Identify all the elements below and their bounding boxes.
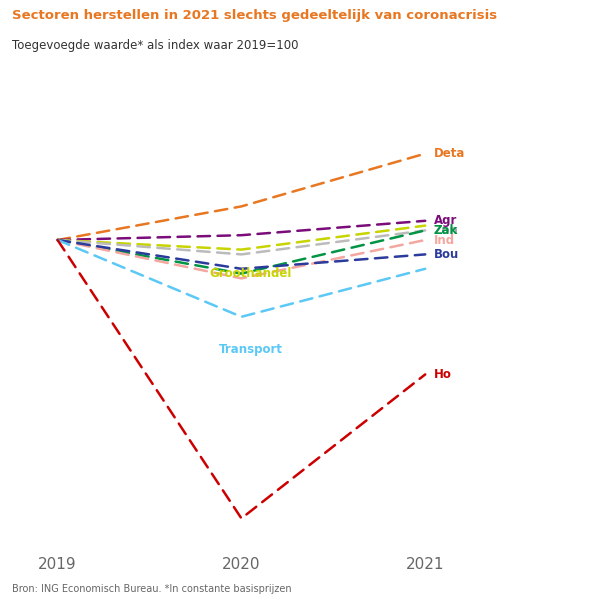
Text: Transport: Transport xyxy=(218,343,283,356)
Text: Sectoren herstellen in 2021 slechts gedeeltelijk van coronacrisis: Sectoren herstellen in 2021 slechts gede… xyxy=(12,9,497,22)
Text: Groothandel: Groothandel xyxy=(209,266,292,280)
Text: Zon: Zon xyxy=(434,224,458,237)
Text: Bron: ING Economisch Bureau. *In constante basisprijzen: Bron: ING Economisch Bureau. *In constan… xyxy=(12,584,292,594)
Text: Ind: Ind xyxy=(434,233,455,247)
Text: Zak: Zak xyxy=(434,224,458,237)
Text: Bou: Bou xyxy=(434,248,459,261)
Text: Agr: Agr xyxy=(434,214,457,227)
Text: Ho: Ho xyxy=(434,368,451,381)
Text: Deta: Deta xyxy=(434,147,465,160)
Text: Toegevoegde waarde* als index waar 2019=100: Toegevoegde waarde* als index waar 2019=… xyxy=(12,39,299,52)
